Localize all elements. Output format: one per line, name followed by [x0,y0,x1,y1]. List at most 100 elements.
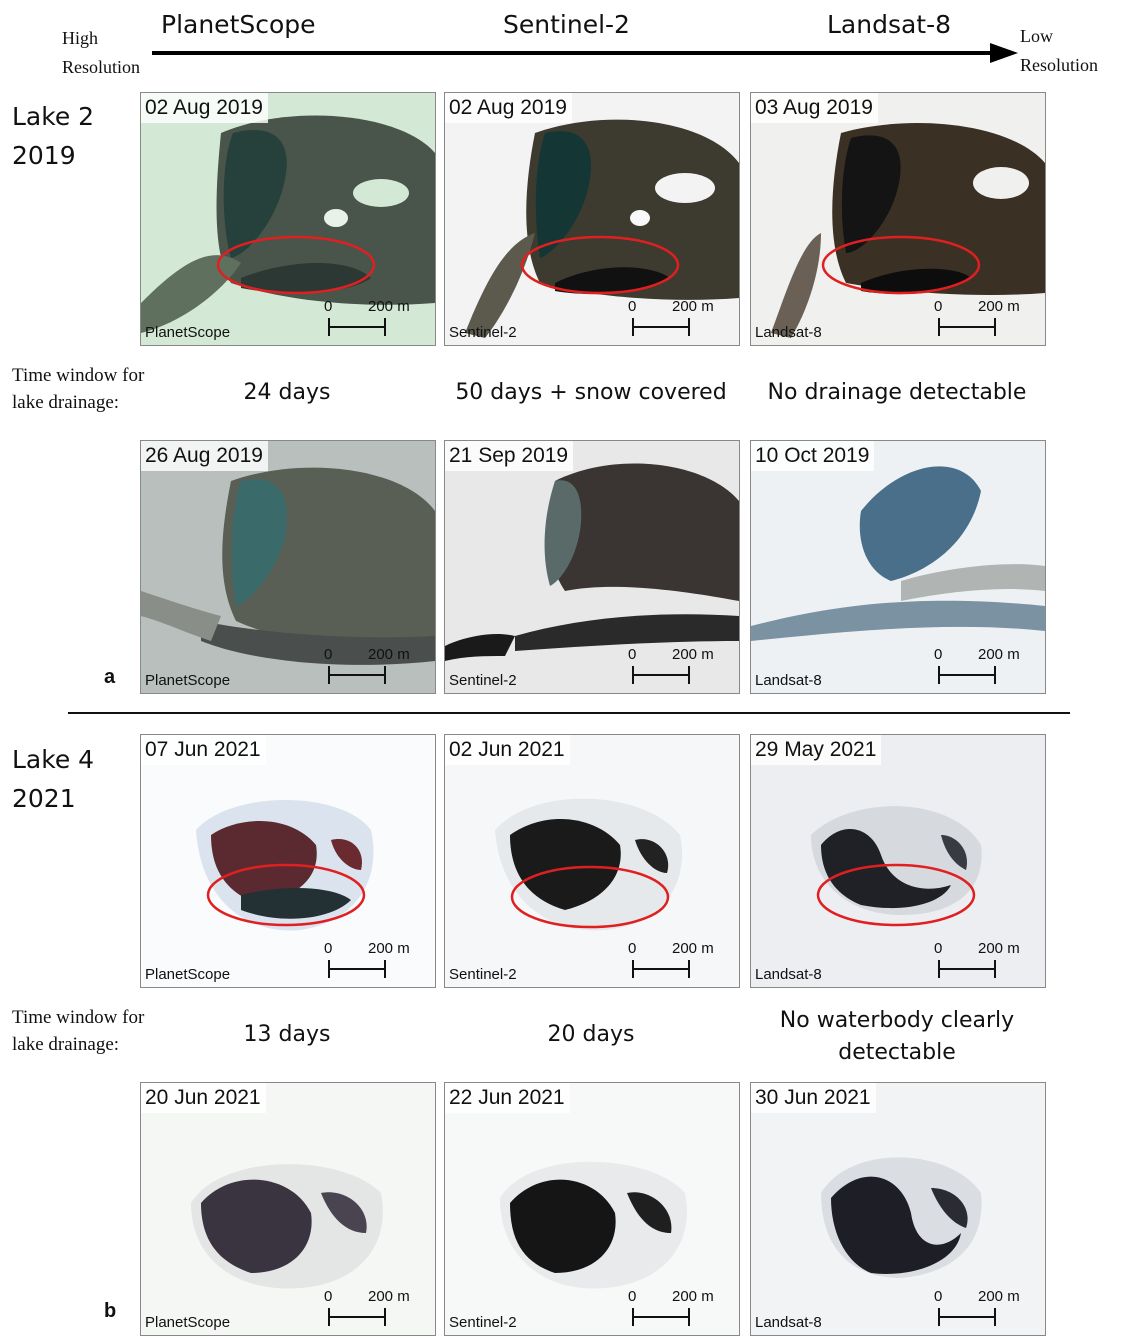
window-landsat-b: No waterbody clearly detectable [748,1005,1046,1069]
header-sensor-landsat: Landsat-8 [827,10,952,39]
scale-bar-length: 200 m [978,646,1020,663]
window-sentinel-b: 20 days [547,1022,635,1047]
lake-name: Lake 4 [12,745,95,774]
scale-bar: 0 200 m [628,298,714,338]
scale-bar-tick [384,666,386,684]
scale-bar-length: 200 m [978,1288,1020,1305]
scale-bar-zero: 0 [324,298,333,315]
time-window-line1: Time window for [12,1007,145,1028]
resolution-label-right: Resolution [1020,55,1099,75]
satellite-image [141,1083,435,1335]
panel-b2-sentinel: 22 Jun 2021 Sentinel-2 0 200 m [444,1082,740,1336]
panel-sensor-label: PlanetScope [145,672,231,689]
scale-bar-length: 200 m [368,1288,410,1305]
scale-bar: 0 200 m [934,1288,1020,1328]
resolution-arrow [152,43,1018,63]
panel-date-label: 02 Aug 2019 [445,93,572,123]
low-resolution-label: Low Resolution [1020,22,1098,80]
scale-bar-length: 200 m [978,940,1020,957]
panel-date-label: 21 Sep 2019 [445,441,574,471]
scale-bar-line [328,674,386,676]
scale-bar-tick [938,318,940,336]
scale-bar-zero: 0 [628,298,637,315]
time-window-line2: lake drainage: [12,1034,120,1055]
high-resolution-label: High Resolution [62,24,140,82]
scale-bar-tick [384,318,386,336]
scale-bar-line [328,326,386,328]
section-divider [68,712,1070,714]
scale-bar-zero: 0 [324,940,333,957]
scale-bar-tick [632,318,634,336]
lake-2-label: Lake 2 2019 [12,97,94,175]
scale-bar-tick [938,1308,940,1326]
scale-bar: 0 200 m [628,940,714,980]
satellite-image [751,1083,1045,1335]
panel-a2-landsat: 10 Oct 2019 Landsat-8 0 200 m [750,440,1046,694]
panel-b2-landsat: 30 Jun 2021 Landsat-8 0 200 m [750,1082,1046,1336]
scale-bar-length: 200 m [368,298,410,315]
scale-bar-tick [632,960,634,978]
panel-date-label: 29 May 2021 [751,735,882,765]
panel-b1-landsat: 29 May 2021 Landsat-8 0 200 m [750,734,1046,988]
panel-letter-a: a [104,666,116,688]
scale-bar-tick [938,960,940,978]
scale-bar-length: 200 m [978,298,1020,315]
header-sensor-planetscope: PlanetScope [161,10,316,39]
scale-bar: 0 200 m [324,940,410,980]
satellite-image [751,93,1045,345]
scale-bar: 0 200 m [934,298,1020,338]
scale-bar-zero: 0 [324,1288,333,1305]
satellite-image [445,93,739,345]
scale-bar-zero: 0 [934,298,943,315]
panel-sensor-label: Landsat-8 [755,324,822,341]
scale-bar-tick [688,1308,690,1326]
scale-bar: 0 200 m [324,646,410,686]
window-landsat-b-line2: detectable [838,1040,956,1065]
scale-bar-line [632,1316,690,1318]
panel-date-label: 26 Aug 2019 [141,441,268,471]
panel-sensor-label: Landsat-8 [755,1314,822,1331]
panel-sensor-label: PlanetScope [145,1314,231,1331]
scale-bar-tick [328,666,330,684]
scale-bar-tick [328,1308,330,1326]
panel-a2-sentinel: 21 Sep 2019 Sentinel-2 0 200 m [444,440,740,694]
low-label: Low [1020,26,1053,46]
scale-bar-length: 200 m [368,940,410,957]
window-landsat-a: No drainage detectable [767,380,1027,405]
scale-bar-tick [632,666,634,684]
scale-bar-line [632,326,690,328]
scale-bar: 0 200 m [934,646,1020,686]
window-landsat-b-line1: No waterbody clearly [779,1008,1015,1033]
scale-bar-tick [688,666,690,684]
scale-bar-zero: 0 [628,646,637,663]
high-label: High [62,28,98,48]
scale-bar-line [632,674,690,676]
panel-date-label: 07 Jun 2021 [141,735,266,765]
lake-name: Lake 2 [12,102,95,131]
lake-year: 2019 [12,141,76,170]
panel-date-label: 10 Oct 2019 [751,441,875,471]
scale-bar-zero: 0 [934,1288,943,1305]
satellite-image [445,441,739,693]
scale-bar-tick [688,318,690,336]
scale-bar-tick [994,960,996,978]
scale-bar-tick [328,960,330,978]
panel-sensor-label: PlanetScope [145,966,231,983]
satellite-image [445,1083,739,1335]
scale-bar-zero: 0 [628,940,637,957]
scale-bar: 0 200 m [324,1288,410,1328]
panel-date-label: 20 Jun 2021 [141,1083,266,1113]
lake-4-label: Lake 4 2021 [12,740,94,818]
panel-a1-sentinel: 02 Aug 2019 Sentinel-2 0 200 m [444,92,740,346]
scale-bar-line [938,1316,996,1318]
scale-bar-tick [328,318,330,336]
header-sensor-sentinel: Sentinel-2 [503,10,630,39]
resolution-label-left: Resolution [62,57,141,77]
panel-a2-planetscope: 26 Aug 2019 PlanetScope 0 200 m [140,440,436,694]
time-window-line2: lake drainage: [12,392,120,413]
window-sentinel-a: 50 days + snow covered [455,380,727,405]
scale-bar: 0 200 m [628,646,714,686]
scale-bar-zero: 0 [324,646,333,663]
panel-date-label: 30 Jun 2021 [751,1083,876,1113]
scale-bar: 0 200 m [934,940,1020,980]
